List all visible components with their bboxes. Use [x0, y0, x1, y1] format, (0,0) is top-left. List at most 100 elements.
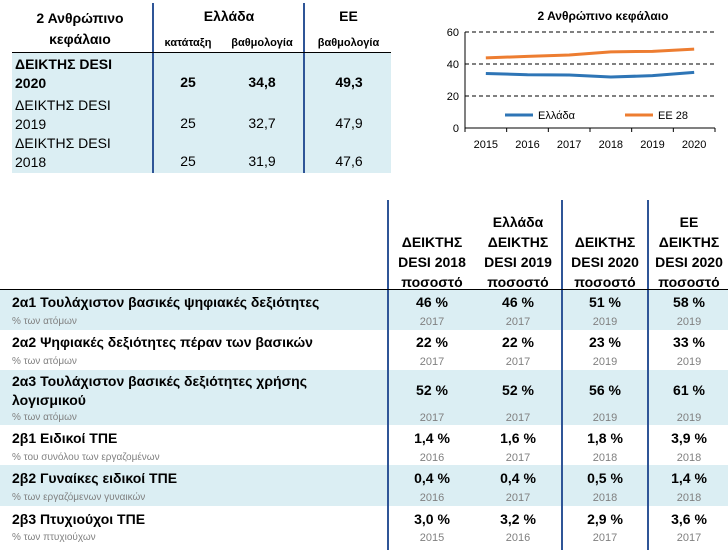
year-2019: 2017 — [505, 316, 531, 328]
summary-header-rule — [12, 52, 391, 53]
column-divider — [561, 200, 563, 550]
indicator-label: 2α1 Τουλάχιστον βασικές ψηφιακές δεξιότη… — [12, 294, 320, 310]
summary-score: 34,8 — [248, 74, 276, 90]
col-header-unit: ποσοστό — [401, 274, 463, 290]
year-2018: 2017 — [419, 316, 445, 328]
col-header-line: ΔΕΙΚΤΗΣ — [658, 234, 720, 250]
value-2020: 2,9 % — [587, 511, 623, 527]
col-header-line: DESI 2020 — [571, 254, 639, 270]
col-header-2018: ΔΕΙΚΤΗΣ DESI 2018 ποσοστό — [392, 232, 472, 292]
summary-divider — [152, 3, 154, 173]
group-header-greece: Ελλάδα — [492, 214, 544, 230]
value-2018: 3,0 % — [414, 511, 450, 527]
value-eu: 3,9 % — [671, 430, 707, 446]
year-2018: 2016 — [419, 492, 445, 504]
year-2019: 2017 — [505, 412, 531, 424]
chart-title: 2 Ανθρώπινο κεφάλαιο — [538, 9, 669, 23]
indicator-unit: % των πτυχιούχων — [12, 532, 96, 543]
value-2020: 51 % — [589, 294, 621, 310]
header-rule — [0, 289, 728, 290]
y-tick-label: 60 — [447, 27, 459, 39]
x-tick-label: 2019 — [640, 139, 664, 151]
year-eu: 2019 — [676, 356, 702, 368]
indicator-label-cont: λογισμικού — [12, 392, 86, 408]
year-eu: 2017 — [676, 532, 702, 544]
summary-eu-score: 47,9 — [335, 115, 363, 131]
row-band — [0, 370, 728, 425]
y-tick-label: 0 — [453, 123, 459, 135]
column-divider — [647, 200, 649, 550]
year-eu: 2018 — [676, 492, 702, 504]
year-2019: 2017 — [505, 356, 531, 368]
series-line-eu — [485, 47, 695, 60]
value-eu: 61 % — [673, 382, 705, 398]
row-band — [0, 290, 728, 330]
column-divider — [387, 200, 389, 550]
chart-series — [485, 47, 695, 79]
year-2019: 2016 — [505, 532, 531, 544]
x-tick-label: 2017 — [557, 139, 581, 151]
col-header-line: DESI 2018 — [398, 254, 466, 270]
indicator-label: 2α2 Ψηφιακές δεξιότητες πέραν των βασικώ… — [12, 334, 313, 350]
summary-eu-score: 49,3 — [335, 74, 363, 90]
value-2018: 0,4 % — [414, 470, 450, 486]
value-2019: 0,4 % — [500, 470, 536, 486]
year-eu: 2019 — [676, 316, 702, 328]
indicator-unit: % των ατόμων — [12, 412, 77, 423]
indicator-unit: % των ατόμων — [12, 356, 77, 367]
value-eu: 33 % — [673, 334, 705, 350]
chart-x-ticks: 2015 2016 2017 2018 2019 2020 — [464, 128, 716, 151]
summary-rank: 25 — [180, 115, 196, 131]
summary-row-band — [12, 133, 391, 173]
value-eu: 58 % — [673, 294, 705, 310]
indicator-unit: % των εργαζόμενων γυναικών — [12, 492, 146, 503]
col-header-2019: Ελλάδα ΔΕΙΚΤΗΣ DESI 2019 ποσοστό — [476, 212, 560, 292]
year-2020: 2017 — [592, 532, 618, 544]
col-header-line: ΔΕΙΚΤΗΣ — [401, 234, 463, 250]
summary-group-greece: Ελλάδα — [203, 8, 255, 24]
value-2020: 1,8 % — [587, 430, 623, 446]
indicator-label: 2β2 Γυναίκες ειδικοί ΤΠΕ — [12, 470, 178, 486]
year-2020: 2019 — [592, 412, 618, 424]
year-2018: 2015 — [419, 532, 445, 544]
value-2019: 52 % — [502, 382, 534, 398]
line-chart: 2 Ανθρώπινο κεφάλαιο 0 20 40 60 2015 2016 201… — [420, 0, 728, 160]
summary-divider — [303, 3, 305, 173]
legend-label: Ελλάδα — [538, 110, 576, 122]
value-eu: 3,6 % — [671, 511, 707, 527]
year-eu: 2019 — [676, 412, 702, 424]
y-tick-label: 40 — [447, 59, 459, 71]
value-2018: 1,4 % — [414, 430, 450, 446]
year-2020: 2019 — [592, 316, 618, 328]
summary-row-band — [12, 95, 391, 133]
col-header-2020: ΔΕΙΚΤΗΣ DESI 2020 ποσοστό — [564, 232, 646, 292]
x-tick-label: 2020 — [682, 139, 706, 151]
value-eu: 1,4 % — [671, 470, 707, 486]
value-2020: 23 % — [589, 334, 621, 350]
indicator-label: 2α3 Τουλάχιστον βασικές δεξιότητες χρήση… — [12, 373, 307, 389]
summary-row-label: ΔΕΙΚΤΗΣ DESI 2020 — [15, 56, 113, 91]
value-2018: 22 % — [416, 334, 448, 350]
year-2018: 2017 — [419, 356, 445, 368]
legend-bg — [501, 107, 591, 123]
summary-row-band — [12, 53, 391, 95]
year-2018: 2016 — [419, 452, 445, 464]
summary-rank: 25 — [180, 153, 196, 169]
x-tick-label: 2015 — [474, 139, 498, 151]
year-eu: 2018 — [676, 452, 702, 464]
indicator-label: 2β1 Ειδικοί ΤΠΕ — [12, 430, 118, 446]
chart-y-ticks: 0 20 40 60 — [447, 27, 459, 135]
value-2019: 1,6 % — [500, 430, 536, 446]
col-header-eu-2020: ΕΕ ΔΕΙΚΤΗΣ DESI 2020 ποσοστό — [650, 212, 728, 292]
group-header-eu: ΕΕ — [679, 214, 699, 230]
col-header-line: ΔΕΙΚΤΗΣ — [574, 234, 636, 250]
summary-col-rank: κατάταξη — [164, 37, 212, 49]
legend-label: ΕΕ 28 — [658, 110, 688, 122]
summary-col-score-eu: βαθμολογία — [317, 37, 380, 49]
summary-eu-score: 47,6 — [335, 153, 363, 169]
year-2018: 2017 — [419, 412, 445, 424]
col-header-line: DESI 2019 — [484, 254, 552, 270]
summary-score: 31,9 — [248, 153, 276, 169]
value-2019: 46 % — [502, 294, 534, 310]
summary-col-score-gr: βαθμολογία — [231, 37, 293, 49]
